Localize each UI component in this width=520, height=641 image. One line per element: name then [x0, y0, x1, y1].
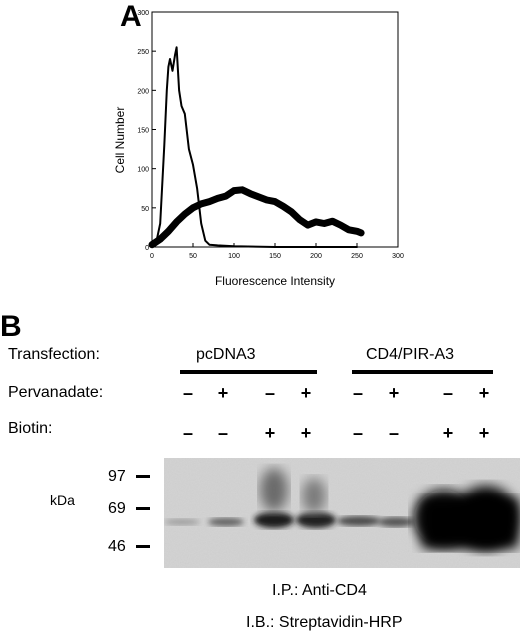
western-blot-image [164, 458, 520, 568]
marker-69-label: 69 [108, 500, 126, 517]
marker-97-tick [136, 475, 150, 478]
biotin-sign: – [217, 423, 228, 443]
y-tick-group: 0 50 100 150 200 250 300 [137, 10, 156, 252]
group-pcdna3-label: pcDNA3 [196, 346, 256, 363]
histogram-series-2 [148, 186, 365, 249]
pervanadate-sign: + [388, 383, 400, 403]
pervanadate-sign: – [352, 383, 363, 403]
biotin-sign: + [478, 423, 490, 443]
ib-caption: I.B.: Streptavidin-HRP [246, 614, 403, 631]
group-cd4-pir-a3-label: CD4/PIR-A3 [366, 346, 455, 363]
pervanadate-sign: – [442, 383, 453, 403]
y-tick-label: 0 [145, 245, 149, 252]
pervanadate-sign: + [300, 383, 312, 403]
pervanadate-sign: + [217, 383, 229, 403]
y-tick-label: 100 [137, 167, 149, 174]
transfection-label: Transfection: [8, 346, 100, 363]
x-tick-label: 150 [269, 253, 281, 260]
series-group [148, 46, 365, 249]
ip-caption: I.P.: Anti-CD4 [272, 582, 367, 599]
panel-b-letter: B [0, 310, 22, 343]
x-tick-group: 0 50 100 150 200 250 300 [150, 243, 404, 260]
marker-46-label: 46 [108, 538, 126, 555]
biotin-label: Biotin: [8, 420, 53, 437]
x-tick-label: 300 [392, 253, 404, 260]
flow-histogram: 0 50 100 150 200 250 300 0 50 100 150 200 250 300 Ce… [113, 10, 404, 288]
kda-unit-label: kDa [50, 492, 75, 508]
pervanadate-label: Pervanadate: [8, 384, 104, 401]
pervanadate-sign: – [182, 383, 193, 403]
y-tick-label: 150 [137, 128, 149, 135]
biotin-sign: + [442, 423, 454, 443]
biotin-sign: – [352, 423, 363, 443]
marker-97-label: 97 [108, 468, 126, 485]
y-tick-label: 250 [137, 49, 149, 56]
y-tick-label: 200 [137, 88, 149, 95]
marker-69-tick [136, 507, 150, 510]
y-tick-label: 300 [137, 10, 149, 17]
x-tick-label: 0 [150, 253, 154, 260]
x-tick-label: 50 [189, 253, 197, 260]
y-axis-label: Cell Number [113, 107, 127, 174]
biotin-sign: – [388, 423, 399, 443]
panel-a-letter: A [120, 0, 142, 33]
x-tick-label: 250 [351, 253, 363, 260]
group-bar-pcdna3 [180, 370, 317, 374]
marker-46-tick [136, 545, 150, 548]
biotin-sign: + [264, 423, 276, 443]
biotin-sign: + [300, 423, 312, 443]
pervanadate-sign: – [264, 383, 275, 403]
histogram-series-1 [151, 46, 358, 248]
x-tick-label: 100 [228, 253, 240, 260]
biotin-sign: – [182, 423, 193, 443]
group-bar-cd4-pir-a3 [352, 370, 493, 374]
y-tick-label: 50 [141, 206, 149, 213]
pervanadate-sign: + [478, 383, 490, 403]
x-axis-label: Fluorescence Intensity [215, 274, 335, 288]
x-tick-label: 200 [310, 253, 322, 260]
